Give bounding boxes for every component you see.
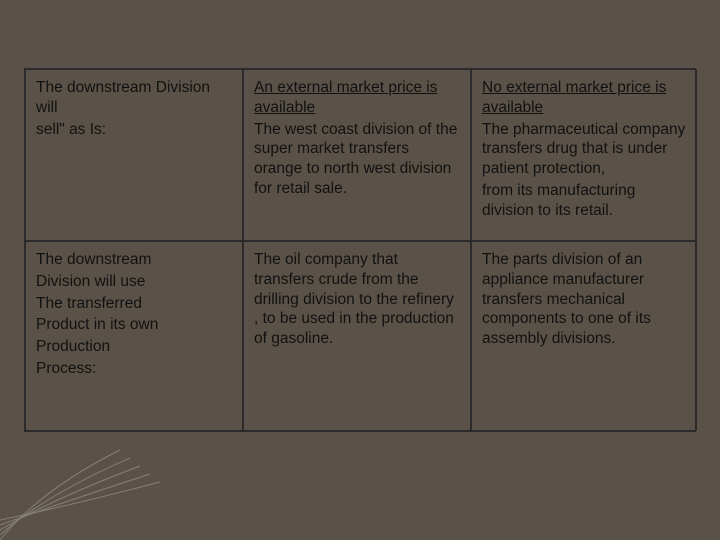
- cell-r1c3: No external market price is available Th…: [471, 69, 697, 241]
- cell-heading: No external market price is available: [482, 78, 686, 118]
- cell-text: The parts division of an appliance manuf…: [482, 250, 686, 349]
- cell-text: from its manufacturing division to its r…: [482, 181, 686, 221]
- cell-text: The downstream Division will: [36, 78, 232, 118]
- cell-r1c1: The downstream Division will sell" as Is…: [25, 69, 243, 241]
- cell-text: The west coast division of the super mar…: [254, 120, 460, 199]
- grid-table: The downstream Division will sell" as Is…: [24, 68, 696, 432]
- cell-text: sell" as Is:: [36, 120, 232, 140]
- decorative-lines-icon: [0, 420, 220, 540]
- cell-text: The oil company that transfers crude fro…: [254, 250, 460, 349]
- cell-text: The downstream: [36, 250, 232, 270]
- cell-r2c3: The parts division of an appliance manuf…: [471, 241, 697, 431]
- cell-text: Division will use: [36, 272, 232, 292]
- cell-text: Process:: [36, 359, 232, 379]
- cell-heading: An external market price is available: [254, 78, 460, 118]
- cell-text: Product in its own: [36, 315, 232, 335]
- table-container: The downstream Division will sell" as Is…: [24, 68, 696, 432]
- cell-text: The transferred: [36, 294, 232, 314]
- cell-r1c2: An external market price is available Th…: [243, 69, 471, 241]
- cell-text: Production: [36, 337, 232, 357]
- cell-r2c2: The oil company that transfers crude fro…: [243, 241, 471, 431]
- cell-text: The pharmaceutical company transfers dru…: [482, 120, 686, 179]
- cell-r2c1: The downstream Division will use The tra…: [25, 241, 243, 431]
